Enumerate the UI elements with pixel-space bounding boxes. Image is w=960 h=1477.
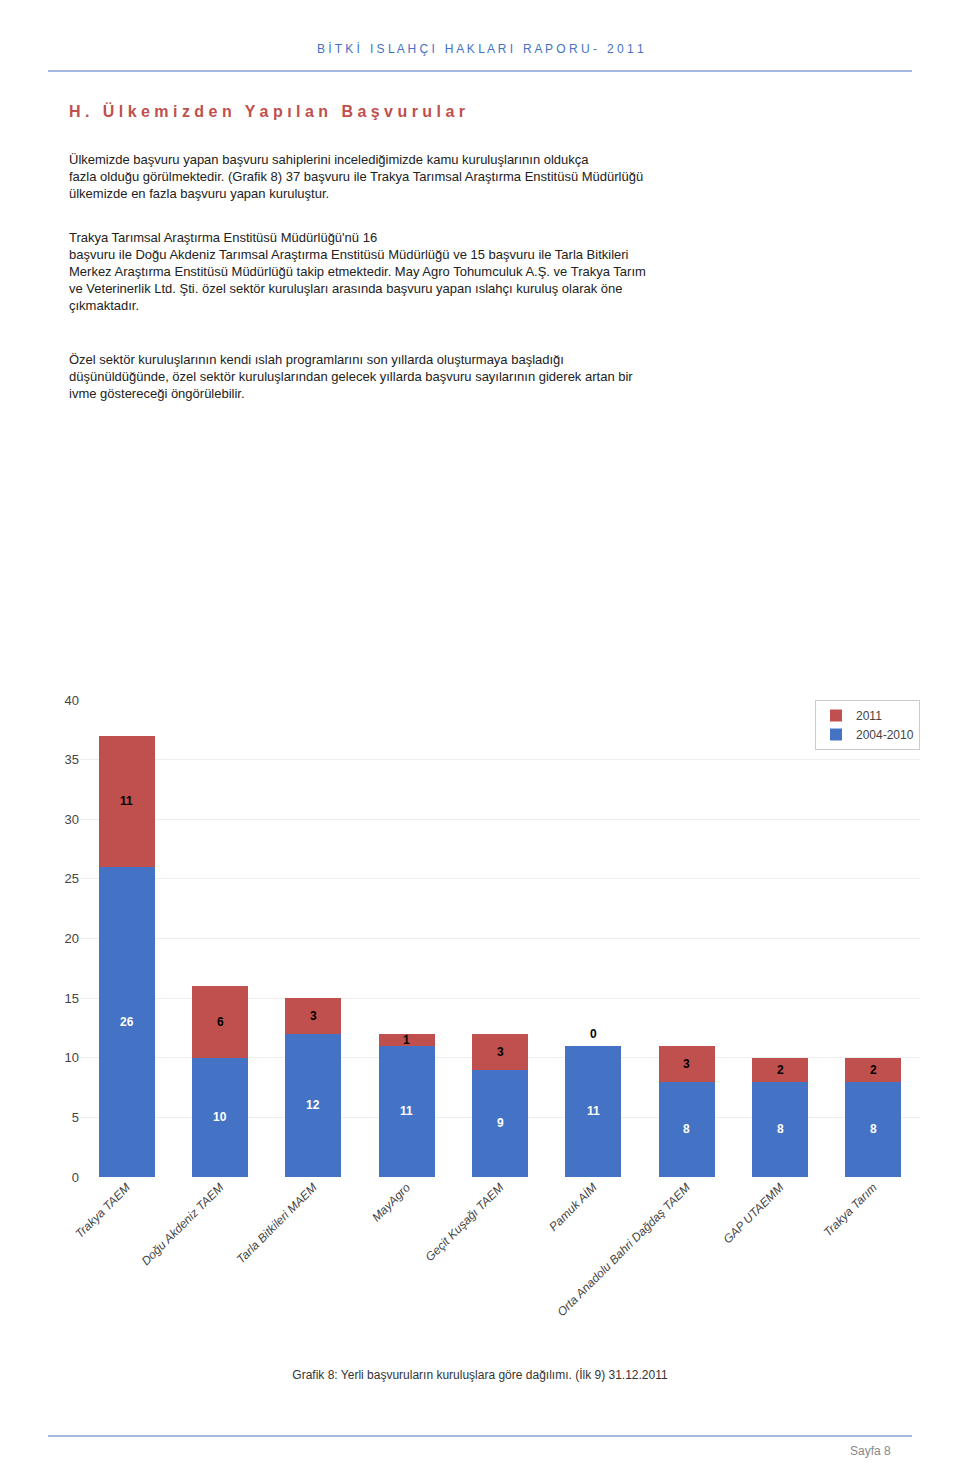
svg-text:30: 30 [65,812,79,827]
svg-text:GAP UTAEMM: GAP UTAEMM [720,1180,786,1246]
svg-text:Tarla Bitkileri MAEM: Tarla Bitkileri MAEM [234,1180,320,1266]
svg-text:1: 1 [403,1033,410,1047]
svg-text:2004-2010: 2004-2010 [856,728,914,742]
svg-text:2011: 2011 [856,709,882,723]
svg-text:0: 0 [72,1170,79,1185]
svg-text:26: 26 [120,1015,134,1029]
svg-text:B İ T K İ I S L A H Ç I H: B İ T K İ I S L A H Ç I H A K L A R I R … [317,42,644,56]
svg-text:Doğu Akdeniz TAEM: Doğu Akdeniz TAEM [139,1180,227,1268]
svg-text:Grafik 8: Yerli başvuruların k: Grafik 8: Yerli başvuruların kuruluşlara… [292,1368,668,1382]
svg-text:6: 6 [217,1015,224,1029]
svg-text:10: 10 [213,1110,227,1124]
svg-text:2: 2 [777,1063,784,1077]
svg-text:3: 3 [497,1045,504,1059]
svg-text:11: 11 [400,1104,413,1118]
svg-text:8: 8 [683,1122,690,1136]
svg-text:11: 11 [587,1104,600,1118]
svg-text:Orta Anadolu Bahri Dağdaş TAEM: Orta Anadolu Bahri Dağdaş TAEM [554,1180,693,1319]
svg-text:Ülkemizde başvuru yapan başvur: Ülkemizde başvuru yapan başvuru sahipler… [69,152,643,201]
svg-text:8: 8 [777,1122,784,1136]
svg-text:Geçit Kuşağı TAEM: Geçit Kuşağı TAEM [423,1180,507,1264]
svg-text:3: 3 [683,1057,690,1071]
svg-text:9: 9 [497,1116,504,1130]
svg-text:H . Ü l k e m i z d e n Y: H . Ü l k e m i z d e n Y a p ı l a n B … [69,102,465,120]
svg-text:Trakya TAEM: Trakya TAEM [73,1180,134,1241]
svg-text:11: 11 [120,794,133,808]
svg-text:3: 3 [310,1009,317,1023]
svg-text:35: 35 [65,752,79,767]
svg-text:20: 20 [65,931,79,946]
svg-text:Trakya Tarımsal Araştırma Enst: Trakya Tarımsal Araştırma Enstitüsü Müdü… [69,230,646,313]
svg-text:15: 15 [65,991,79,1006]
svg-text:8: 8 [870,1122,877,1136]
svg-text:10: 10 [65,1050,79,1065]
svg-text:5: 5 [72,1110,79,1125]
svg-text:Sayfa 8: Sayfa 8 [850,1444,891,1458]
svg-text:40: 40 [65,693,79,708]
svg-text:MayAgro: MayAgro [369,1180,413,1224]
svg-text:2: 2 [870,1063,877,1077]
svg-text:Özel sektör kuruluşlarının ken: Özel sektör kuruluşlarının kendi ıslah p… [69,352,633,401]
svg-text:Trakya Tarım: Trakya Tarım [821,1180,880,1239]
svg-text:12: 12 [306,1098,320,1112]
svg-text:Pamuk AİM: Pamuk AİM [546,1180,599,1233]
svg-text:25: 25 [65,871,79,886]
svg-text:0: 0 [590,1027,597,1041]
